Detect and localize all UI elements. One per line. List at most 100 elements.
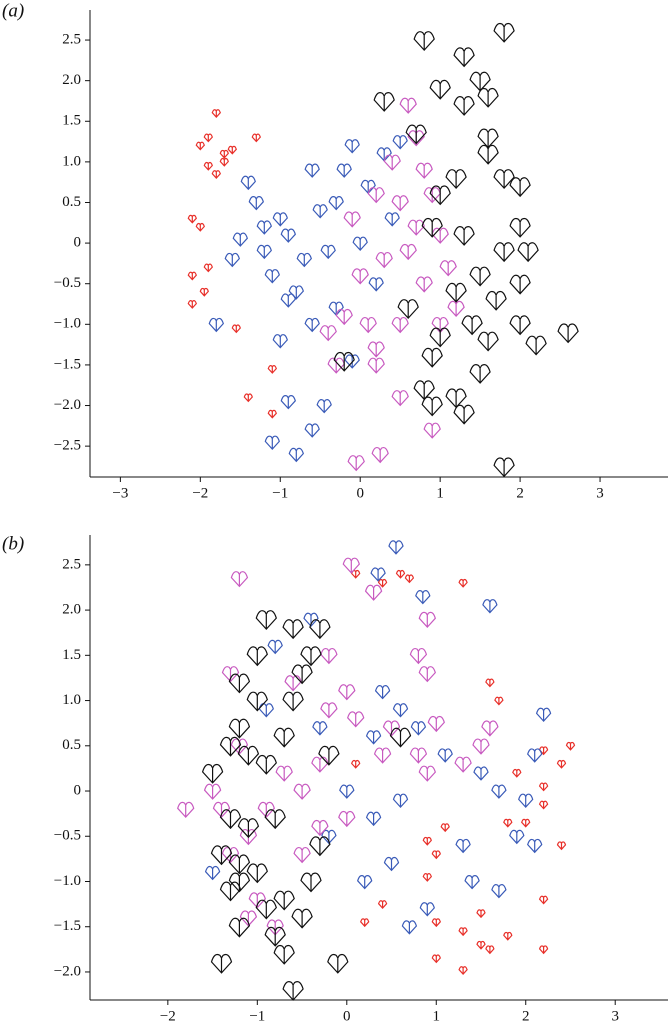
leaf-point [338, 684, 356, 701]
y-tick-label: 2.5 [62, 556, 81, 572]
leaf-point [327, 357, 345, 374]
leaf-point [344, 139, 360, 154]
leaf-point [535, 707, 552, 722]
leaf-point [445, 282, 467, 303]
leaf-point [360, 179, 376, 195]
leaf-point [255, 899, 277, 920]
leaf-point [237, 818, 260, 839]
leaf-point [304, 163, 320, 178]
leaf-point [517, 242, 539, 263]
x-tick-label: 1 [433, 1008, 441, 1024]
leaf-point [415, 276, 433, 293]
leaf-point [458, 927, 468, 937]
leaf-point [453, 226, 475, 246]
y-tick-label: 0 [74, 782, 82, 798]
leaf-point [556, 759, 567, 769]
leaf-point [413, 380, 435, 401]
leaf-point [422, 836, 432, 846]
y-tick-label: 2.5 [62, 31, 81, 47]
leaf-point [296, 252, 312, 268]
leaf-point [422, 873, 432, 882]
leaf-point [477, 144, 499, 165]
leaf-point [455, 838, 471, 854]
leaf-point [267, 639, 283, 655]
leaf-point [243, 393, 253, 403]
leaf-point [421, 217, 443, 238]
panel-label: (b) [2, 533, 24, 554]
leaf-point [493, 242, 515, 263]
leaf-point [291, 908, 313, 929]
leaf-point [258, 703, 274, 718]
leaf-point [445, 388, 467, 409]
leaf-point [525, 335, 547, 356]
leaf-point [509, 829, 525, 845]
leaf-point [312, 204, 328, 219]
leaf-point [300, 646, 322, 667]
leaf-point [201, 763, 224, 784]
leaf-point [333, 351, 355, 372]
leaf-point [336, 163, 352, 178]
leaf-point [342, 557, 360, 574]
leaf-point [339, 784, 355, 799]
leaf-point [431, 316, 449, 334]
leaf-point [219, 809, 242, 830]
leaf-point [203, 161, 213, 171]
leaf-point [264, 435, 280, 450]
leaf-point [352, 236, 368, 251]
leaf-point [538, 782, 549, 792]
leaf-point [392, 793, 409, 808]
leaf-point [493, 457, 515, 478]
leaf-point [227, 145, 237, 155]
leaf-point [453, 96, 475, 116]
leaf-point [359, 316, 377, 334]
leaf-point [228, 854, 251, 875]
leaf-point [248, 195, 264, 211]
leaf-point [556, 841, 567, 851]
x-tick-label: 3 [611, 1008, 619, 1024]
leaf-point [288, 285, 304, 300]
leaf-point [320, 647, 338, 665]
leaf-point [375, 251, 393, 269]
leaf-point [509, 177, 531, 198]
leaf-point [309, 619, 331, 640]
y-tick-label: −1.0 [54, 316, 81, 332]
leaf-point [203, 263, 213, 273]
leaf-point [280, 293, 296, 308]
leaf-point [429, 327, 451, 348]
y-tick-label: 1.0 [62, 692, 81, 708]
leaf-point [377, 900, 388, 909]
leaf-point [485, 945, 495, 955]
x-tick-label: −3 [112, 485, 128, 501]
leaf-point [431, 918, 441, 928]
leaf-point [388, 540, 404, 555]
leaf-point [347, 455, 365, 472]
leaf-point [304, 317, 320, 333]
leaf-point [538, 800, 549, 810]
y-tick-label: −2.5 [54, 438, 81, 454]
leaf-point [219, 157, 229, 167]
leaf-point [347, 711, 365, 728]
leaf-point [415, 590, 431, 605]
leaf-point [203, 783, 222, 800]
leaf-point [335, 308, 353, 326]
leaf-point [199, 287, 209, 297]
y-tick-label: −1.0 [54, 873, 81, 889]
leaf-point [440, 823, 450, 833]
x-tick-label: −1 [272, 485, 288, 501]
leaf-point [401, 920, 418, 935]
leaf-point [219, 736, 242, 757]
leaf-point [246, 691, 268, 712]
leaf-point [445, 169, 467, 189]
leaf-point [453, 47, 475, 68]
leaf-point [509, 217, 531, 238]
leaf-point [228, 673, 251, 694]
leaf-point [437, 748, 453, 763]
leaf-point [485, 678, 495, 688]
leaf-point [320, 702, 338, 719]
leaf-point [273, 727, 295, 748]
leaf-point [565, 741, 576, 751]
y-tick-label: −2.0 [54, 397, 81, 413]
leaf-point [316, 399, 332, 414]
leaf-point [509, 274, 531, 295]
